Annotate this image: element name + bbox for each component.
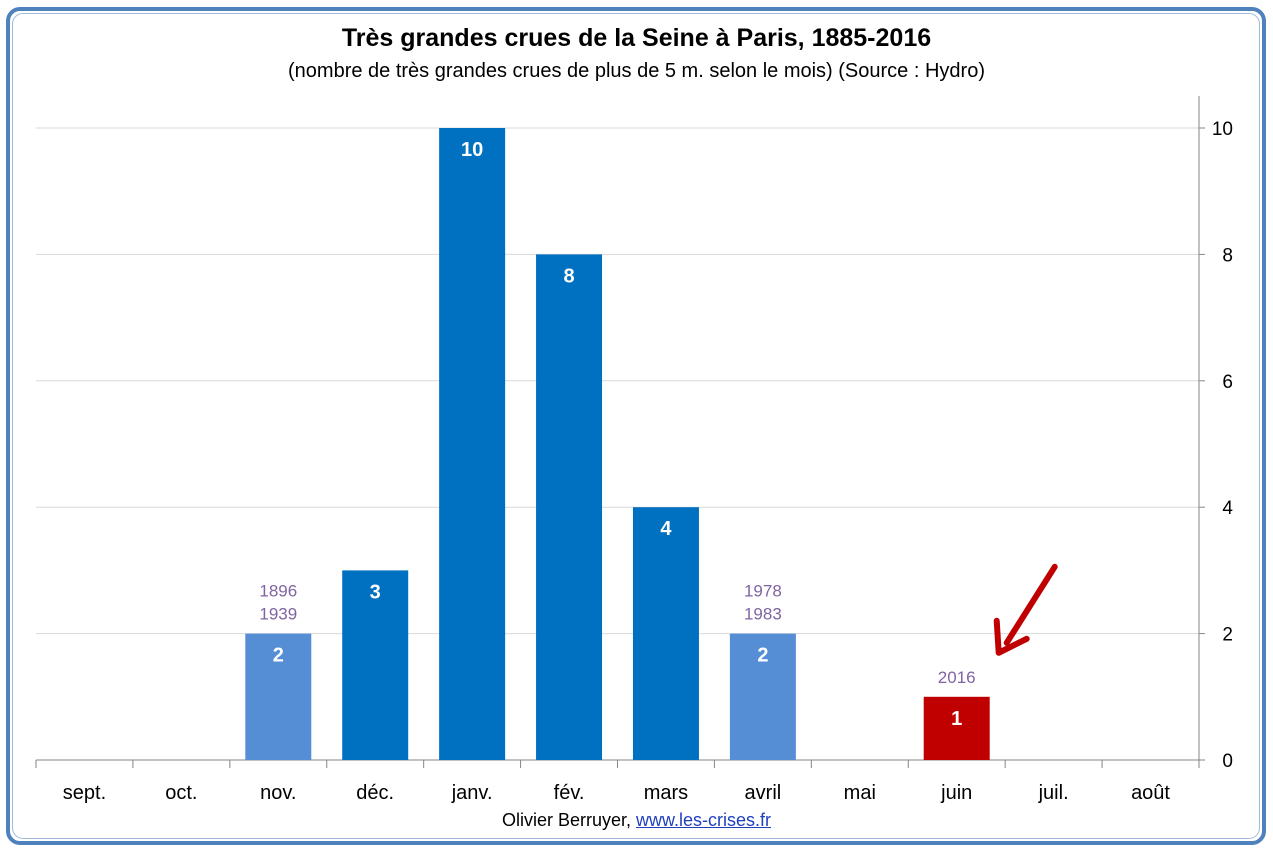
y-tick-label-8: 8 bbox=[1222, 245, 1233, 266]
bar-juin bbox=[923, 696, 990, 760]
bar-avril bbox=[729, 633, 796, 760]
bar-value-label: 2 bbox=[757, 645, 768, 667]
bar-value-label: 1 bbox=[951, 708, 962, 730]
y-tick-label-2: 2 bbox=[1222, 625, 1233, 646]
x-tick-label: déc. bbox=[356, 782, 394, 804]
x-tick-label: août bbox=[1131, 782, 1170, 804]
year-annotation: 1978 bbox=[744, 582, 782, 601]
year-annotation: 1896 bbox=[259, 582, 297, 601]
credit-link[interactable]: www.les-crises.fr bbox=[636, 810, 772, 830]
year-annotation: 1939 bbox=[259, 605, 297, 624]
y-tick-label-0: 0 bbox=[1222, 751, 1233, 772]
bar-nov. bbox=[245, 633, 312, 760]
bar-value-label: 10 bbox=[461, 139, 483, 161]
chart-subtitle: (nombre de très grandes crues de plus de… bbox=[288, 60, 985, 82]
x-tick-label: mars bbox=[644, 782, 688, 804]
x-tick-label: juin bbox=[940, 782, 972, 804]
x-tick-label: avril bbox=[745, 782, 782, 804]
bar-value-label: 4 bbox=[660, 518, 672, 540]
y-tick-label-10: 10 bbox=[1212, 119, 1233, 140]
chart-frame-inner-border bbox=[12, 13, 1260, 839]
bar-value-label: 8 bbox=[563, 265, 574, 287]
x-tick-label: fév. bbox=[554, 782, 585, 804]
credit-line: Olivier Berruyer, www.les-crises.fr bbox=[0, 810, 1273, 831]
bar-déc. bbox=[342, 570, 409, 760]
x-tick-label: sept. bbox=[63, 782, 106, 804]
chart-title: Très grandes crues de la Seine à Paris, … bbox=[341, 24, 932, 52]
year-annotation: 1983 bbox=[744, 605, 782, 624]
year-annotation: 2016 bbox=[938, 668, 976, 687]
y-tick-label-6: 6 bbox=[1222, 372, 1233, 393]
bar-janv. bbox=[439, 128, 506, 760]
y-tick-label-4: 4 bbox=[1222, 498, 1233, 519]
x-tick-label: nov. bbox=[260, 782, 296, 804]
x-tick-label: oct. bbox=[165, 782, 197, 804]
bar-value-label: 3 bbox=[370, 581, 381, 603]
bar-mars bbox=[632, 507, 699, 760]
arrow-shaft bbox=[1003, 563, 1058, 646]
credit-author: Olivier Berruyer, bbox=[501, 810, 631, 830]
x-tick-label: mai bbox=[844, 782, 876, 804]
bar-fév. bbox=[536, 254, 603, 760]
bar-value-label: 2 bbox=[273, 645, 284, 667]
x-tick-label: janv. bbox=[451, 782, 493, 804]
arrow-head bbox=[993, 617, 1030, 656]
x-tick-label: juil. bbox=[1038, 782, 1069, 804]
